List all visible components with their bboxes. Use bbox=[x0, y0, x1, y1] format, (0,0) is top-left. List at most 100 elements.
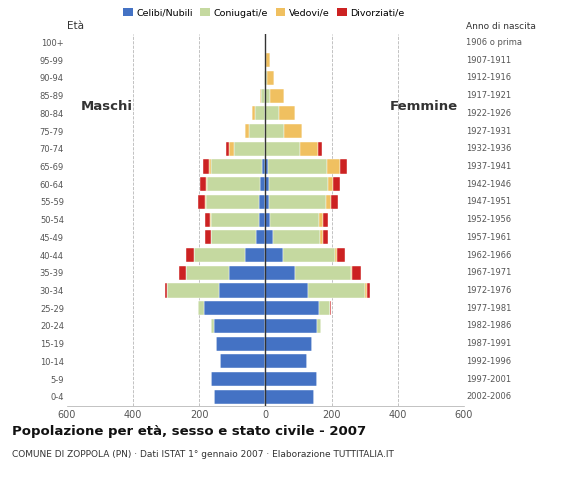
Bar bbox=[282, 248, 335, 262]
Bar bbox=[264, 53, 266, 67]
Text: 1957-1961: 1957-1961 bbox=[466, 233, 512, 242]
Bar bbox=[229, 265, 266, 280]
Bar bbox=[256, 230, 266, 244]
Bar bbox=[260, 88, 262, 103]
Bar bbox=[327, 195, 331, 209]
Text: 1942-1946: 1942-1946 bbox=[466, 180, 512, 189]
Bar bbox=[249, 124, 266, 138]
Bar bbox=[268, 159, 327, 174]
Bar bbox=[269, 177, 328, 191]
Text: 1947-1951: 1947-1951 bbox=[466, 197, 512, 206]
Text: 1992-1996: 1992-1996 bbox=[466, 357, 512, 366]
Bar bbox=[179, 265, 186, 280]
Bar bbox=[295, 265, 351, 280]
Bar bbox=[234, 142, 266, 156]
Bar bbox=[208, 177, 260, 191]
Text: 1962-1966: 1962-1966 bbox=[466, 251, 512, 260]
Bar bbox=[266, 88, 270, 103]
Bar bbox=[211, 213, 259, 227]
Text: 1922-1926: 1922-1926 bbox=[466, 109, 512, 118]
Bar bbox=[200, 177, 206, 191]
Bar bbox=[211, 230, 256, 244]
Text: Popolazione per età, sesso e stato civile - 2007: Popolazione per età, sesso e stato civil… bbox=[12, 425, 366, 438]
Bar bbox=[320, 230, 323, 244]
Text: 1906 o prima: 1906 o prima bbox=[466, 38, 522, 47]
Bar bbox=[335, 248, 336, 262]
Bar bbox=[266, 319, 317, 333]
Bar bbox=[219, 283, 266, 298]
Text: 1912-1916: 1912-1916 bbox=[466, 73, 512, 83]
Bar bbox=[264, 71, 266, 85]
Bar bbox=[205, 213, 210, 227]
Bar bbox=[266, 106, 278, 120]
Bar bbox=[317, 319, 321, 333]
Bar bbox=[332, 177, 340, 191]
Bar bbox=[270, 88, 284, 103]
Text: 1937-1941: 1937-1941 bbox=[466, 162, 512, 171]
Bar bbox=[259, 213, 266, 227]
Bar bbox=[262, 88, 266, 103]
Bar bbox=[266, 71, 267, 85]
Bar bbox=[206, 177, 208, 191]
Bar bbox=[209, 159, 211, 174]
Legend: Celibi/Nubili, Coniugati/e, Vedovi/e, Divorziati/e: Celibi/Nubili, Coniugati/e, Vedovi/e, Di… bbox=[119, 5, 408, 21]
Bar bbox=[205, 195, 206, 209]
Bar bbox=[210, 213, 211, 227]
Text: Maschi: Maschi bbox=[81, 100, 132, 113]
Bar bbox=[259, 195, 266, 209]
Bar bbox=[198, 195, 205, 209]
Text: 1917-1921: 1917-1921 bbox=[466, 91, 512, 100]
Bar bbox=[266, 53, 270, 67]
Bar bbox=[266, 177, 269, 191]
Bar bbox=[327, 159, 340, 174]
Text: Età: Età bbox=[67, 21, 84, 31]
Bar bbox=[367, 283, 370, 298]
Bar bbox=[267, 71, 274, 85]
Bar bbox=[322, 213, 328, 227]
Bar bbox=[278, 106, 295, 120]
Bar bbox=[319, 301, 329, 315]
Bar bbox=[186, 248, 194, 262]
Bar bbox=[270, 213, 320, 227]
Text: 1952-1956: 1952-1956 bbox=[466, 215, 512, 224]
Text: COMUNE DI ZOPPOLA (PN) · Dati ISTAT 1° gennaio 2007 · Elaborazione TUTTITALIA.IT: COMUNE DI ZOPPOLA (PN) · Dati ISTAT 1° g… bbox=[12, 450, 393, 459]
Bar bbox=[266, 213, 270, 227]
Bar bbox=[252, 106, 255, 120]
Text: 1927-1931: 1927-1931 bbox=[466, 127, 512, 135]
Bar bbox=[211, 159, 262, 174]
Bar bbox=[300, 142, 318, 156]
Bar bbox=[211, 372, 266, 386]
Bar bbox=[331, 195, 338, 209]
Bar bbox=[266, 336, 311, 351]
Bar bbox=[266, 230, 273, 244]
Bar bbox=[328, 177, 332, 191]
Bar bbox=[220, 354, 266, 369]
Bar bbox=[266, 265, 295, 280]
Bar bbox=[205, 230, 211, 244]
Text: 1997-2001: 1997-2001 bbox=[466, 374, 512, 384]
Bar bbox=[245, 124, 249, 138]
Bar bbox=[340, 159, 347, 174]
Bar bbox=[166, 283, 219, 298]
Bar bbox=[226, 142, 229, 156]
Bar bbox=[255, 106, 266, 120]
Text: 1977-1981: 1977-1981 bbox=[466, 304, 512, 312]
Bar bbox=[284, 124, 302, 138]
Bar bbox=[186, 265, 229, 280]
Bar bbox=[266, 142, 300, 156]
Bar bbox=[329, 301, 331, 315]
Bar bbox=[320, 213, 322, 227]
Text: 2002-2006: 2002-2006 bbox=[466, 392, 512, 401]
Text: Femmine: Femmine bbox=[390, 100, 458, 113]
Text: 1932-1936: 1932-1936 bbox=[466, 144, 512, 153]
Bar bbox=[206, 195, 259, 209]
Text: 1982-1986: 1982-1986 bbox=[466, 322, 512, 330]
Bar bbox=[266, 195, 269, 209]
Bar bbox=[266, 301, 319, 315]
Text: Anno di nascita: Anno di nascita bbox=[466, 22, 536, 31]
Bar bbox=[216, 336, 266, 351]
Bar bbox=[351, 265, 353, 280]
Bar bbox=[211, 319, 214, 333]
Bar bbox=[318, 142, 322, 156]
Bar bbox=[194, 248, 245, 262]
